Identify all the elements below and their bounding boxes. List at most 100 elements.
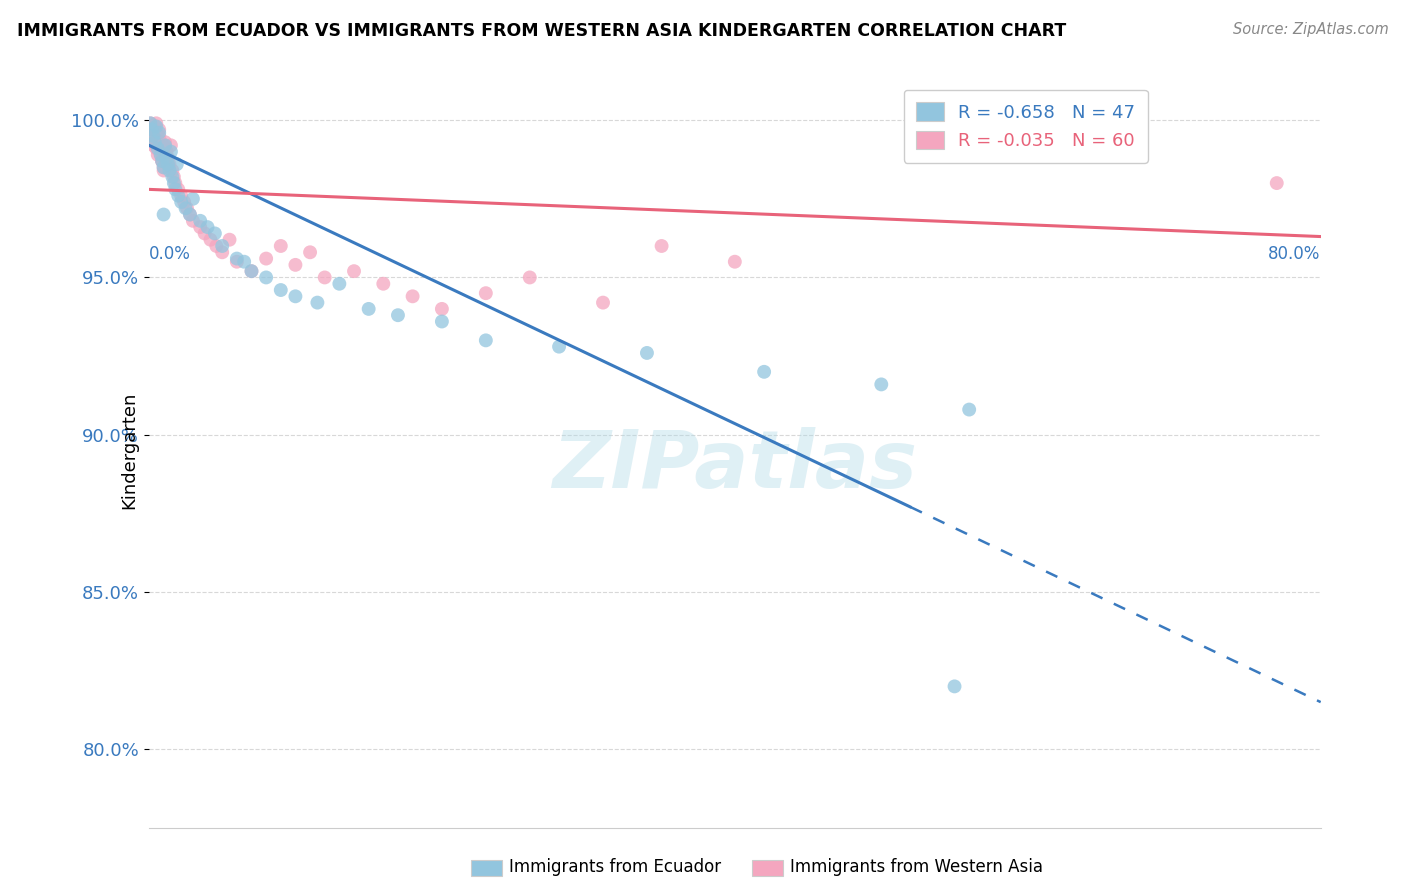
Point <box>179 208 201 222</box>
Point <box>233 254 256 268</box>
Point <box>211 245 233 260</box>
Point <box>197 220 219 235</box>
Point <box>240 264 263 278</box>
Point <box>145 120 167 134</box>
Point <box>592 295 614 310</box>
Point <box>211 239 233 253</box>
Point <box>148 128 170 143</box>
Point <box>145 141 167 155</box>
Text: 80.0%: 80.0% <box>1268 245 1320 263</box>
Point <box>155 145 177 159</box>
Point <box>152 161 174 175</box>
Point <box>194 227 217 241</box>
Legend: R = -0.658   N = 47, R = -0.035   N = 60: R = -0.658 N = 47, R = -0.035 N = 60 <box>904 89 1147 162</box>
Point <box>284 258 307 272</box>
Point <box>373 277 395 291</box>
Point <box>160 145 183 159</box>
Y-axis label: Kindergarten: Kindergarten <box>120 392 138 509</box>
Point <box>148 122 170 136</box>
Point <box>475 334 498 348</box>
Point <box>299 245 322 260</box>
Text: Immigrants from Ecuador: Immigrants from Ecuador <box>509 858 721 876</box>
Point <box>200 233 222 247</box>
Point <box>225 254 247 268</box>
Point <box>159 163 181 178</box>
Point <box>870 377 893 392</box>
Point <box>149 148 172 162</box>
Point <box>150 154 173 169</box>
Point <box>181 214 204 228</box>
Point <box>148 126 170 140</box>
Point <box>181 192 204 206</box>
Point <box>142 128 165 143</box>
Point <box>155 151 177 165</box>
Point <box>167 188 190 202</box>
Point <box>156 151 179 165</box>
Point <box>163 169 186 184</box>
Point <box>170 194 193 209</box>
Point <box>150 154 173 169</box>
Point <box>1265 176 1288 190</box>
Point <box>153 135 176 149</box>
Point <box>430 301 453 316</box>
Point <box>328 277 350 291</box>
Text: Immigrants from Western Asia: Immigrants from Western Asia <box>790 858 1043 876</box>
Point <box>146 148 169 162</box>
Point <box>173 194 195 209</box>
Point <box>724 254 747 268</box>
Point <box>314 270 336 285</box>
Point <box>651 239 673 253</box>
Point <box>170 188 193 202</box>
Point <box>270 239 292 253</box>
Point <box>153 138 176 153</box>
Text: Source: ZipAtlas.com: Source: ZipAtlas.com <box>1233 22 1389 37</box>
Point <box>188 220 211 235</box>
Point <box>205 239 228 253</box>
Point <box>165 176 187 190</box>
Point <box>150 154 173 169</box>
Point <box>163 176 186 190</box>
Point <box>752 365 775 379</box>
Point <box>143 135 166 149</box>
Point <box>143 120 166 134</box>
Point <box>387 308 409 322</box>
Point <box>152 208 174 222</box>
Point <box>254 270 277 285</box>
Point <box>141 126 163 140</box>
Point <box>254 252 277 266</box>
Point <box>179 208 201 222</box>
Point <box>146 141 169 155</box>
Point <box>284 289 307 303</box>
Text: ZIPatlas: ZIPatlas <box>553 426 917 505</box>
Point <box>156 157 179 171</box>
Point <box>156 157 179 171</box>
Point <box>218 233 240 247</box>
Point <box>174 201 197 215</box>
Point <box>240 264 263 278</box>
Point <box>155 151 177 165</box>
Point <box>225 252 247 266</box>
Point <box>343 264 366 278</box>
Point <box>475 286 498 301</box>
Point <box>143 135 166 149</box>
Point <box>141 122 163 136</box>
Text: 0.0%: 0.0% <box>149 245 191 263</box>
Point <box>548 340 571 354</box>
Point <box>270 283 292 297</box>
Point <box>141 122 163 136</box>
Point <box>142 128 165 143</box>
Point <box>152 163 174 178</box>
Point <box>357 301 380 316</box>
Point <box>149 148 172 162</box>
Point <box>166 157 188 171</box>
Point <box>204 227 226 241</box>
Point <box>430 314 453 328</box>
Point <box>162 163 184 178</box>
Point <box>162 169 184 184</box>
Point <box>146 141 169 155</box>
Point <box>401 289 423 303</box>
Point <box>165 182 187 196</box>
Point <box>139 132 162 146</box>
Point <box>636 346 658 360</box>
Point <box>142 138 165 153</box>
